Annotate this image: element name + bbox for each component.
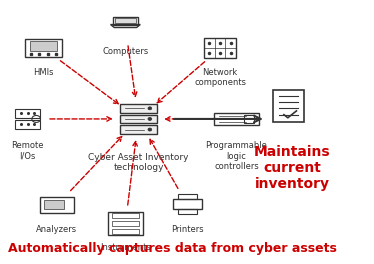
- Polygon shape: [115, 18, 136, 23]
- Circle shape: [148, 128, 152, 131]
- Text: Programmable
logic
controllers: Programmable logic controllers: [205, 141, 267, 171]
- Text: Printers: Printers: [171, 225, 204, 234]
- Text: Analyzers: Analyzers: [36, 225, 77, 234]
- Text: Maintains
current
inventory: Maintains current inventory: [254, 145, 330, 191]
- Text: Instruments: Instruments: [100, 243, 151, 252]
- Circle shape: [148, 117, 152, 120]
- Text: Automatically captures data from cyber assets: Automatically captures data from cyber a…: [8, 242, 337, 255]
- Text: Cyber Asset Inventory
technology: Cyber Asset Inventory technology: [88, 153, 189, 172]
- FancyBboxPatch shape: [120, 125, 157, 134]
- Text: HMIs: HMIs: [34, 68, 54, 77]
- FancyBboxPatch shape: [120, 104, 157, 112]
- Circle shape: [148, 107, 152, 110]
- FancyBboxPatch shape: [120, 115, 157, 123]
- FancyBboxPatch shape: [30, 41, 58, 51]
- FancyBboxPatch shape: [45, 200, 64, 209]
- Text: Remote
I/Os: Remote I/Os: [11, 141, 44, 161]
- Text: Network
components: Network components: [194, 68, 246, 87]
- Text: Computers: Computers: [102, 47, 148, 56]
